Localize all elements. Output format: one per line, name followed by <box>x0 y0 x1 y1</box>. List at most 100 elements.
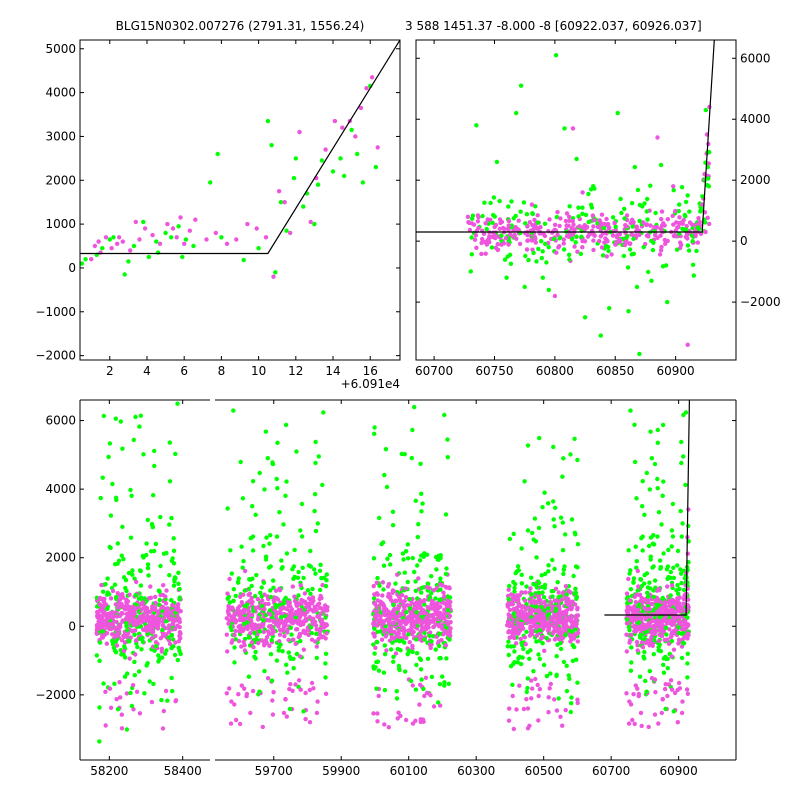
green-point <box>668 593 673 598</box>
green-point <box>412 404 417 410</box>
magenta-point <box>706 161 711 166</box>
green-point <box>301 575 306 581</box>
magenta-point <box>285 630 290 635</box>
magenta-point <box>393 614 398 619</box>
green-point <box>280 565 285 570</box>
green-point <box>490 220 495 226</box>
green-point <box>164 619 169 624</box>
magenta-point <box>626 576 631 582</box>
green-point <box>666 547 671 553</box>
green-point <box>510 682 515 687</box>
green-point <box>511 531 516 537</box>
magenta-point <box>661 606 666 612</box>
green-point <box>278 642 283 647</box>
green-point <box>446 681 451 686</box>
magenta-point <box>128 248 133 253</box>
x-tick-label: 60800 <box>536 364 574 378</box>
magenta-point <box>270 712 276 717</box>
y-tick-label: 4000 <box>45 86 76 100</box>
magenta-point <box>484 242 490 247</box>
green-point <box>542 221 548 226</box>
green-point <box>242 588 248 593</box>
magenta-point <box>522 635 528 640</box>
magenta-point <box>411 629 416 635</box>
green-point <box>564 688 570 694</box>
magenta-point <box>100 605 105 610</box>
magenta-point <box>266 601 271 607</box>
magenta-point <box>104 641 110 646</box>
green-point <box>258 629 263 634</box>
green-point <box>245 620 250 625</box>
green-point <box>158 514 163 520</box>
green-point <box>119 553 125 558</box>
green-point <box>247 577 252 582</box>
magenta-point <box>104 631 110 636</box>
green-point <box>419 590 424 595</box>
magenta-point <box>572 244 577 249</box>
green-point <box>554 214 560 220</box>
green-point <box>660 493 665 498</box>
green-point <box>103 582 108 587</box>
green-point <box>531 250 536 256</box>
magenta-point <box>566 214 572 219</box>
magenta-point <box>162 611 168 617</box>
green-point <box>132 659 137 665</box>
magenta-point <box>250 599 255 605</box>
green-point <box>414 662 419 668</box>
green-point <box>660 422 666 428</box>
magenta-point <box>322 603 328 608</box>
magenta-point <box>152 605 158 610</box>
green-point <box>274 658 280 663</box>
green-point <box>250 548 256 553</box>
magenta-point <box>156 622 161 627</box>
magenta-point <box>434 634 439 639</box>
magenta-point <box>177 619 182 625</box>
green-point <box>649 456 654 461</box>
magenta-point <box>124 602 129 607</box>
magenta-point <box>319 635 324 640</box>
green-point <box>100 246 105 251</box>
green-point <box>543 571 548 577</box>
magenta-point <box>479 251 484 257</box>
x-tick-label: 60850 <box>596 364 634 378</box>
green-point <box>676 231 682 236</box>
magenta-point <box>641 220 646 225</box>
green-point <box>558 646 564 652</box>
green-point <box>403 669 408 674</box>
green-point <box>308 548 313 554</box>
magenta-point <box>528 586 533 591</box>
magenta-point <box>555 611 560 617</box>
green-point <box>685 661 690 666</box>
magenta-point <box>127 656 132 661</box>
magenta-point <box>614 239 619 245</box>
green-point <box>434 567 439 572</box>
green-point <box>647 487 652 492</box>
green-point <box>313 528 319 534</box>
magenta-point <box>277 588 283 593</box>
magenta-point <box>144 608 150 613</box>
green-point <box>323 615 328 620</box>
magenta-point <box>307 687 312 693</box>
magenta-point <box>472 237 478 242</box>
magenta-point <box>286 637 291 643</box>
magenta-point <box>677 595 682 600</box>
green-point <box>106 454 111 460</box>
magenta-point <box>250 612 255 618</box>
magenta-point <box>395 634 400 639</box>
green-point <box>176 581 181 586</box>
green-point <box>545 501 551 506</box>
magenta-point <box>575 639 580 644</box>
green-point <box>407 606 413 611</box>
magenta-point <box>332 118 338 124</box>
green-point <box>137 424 142 429</box>
green-point <box>231 408 236 413</box>
green-point <box>655 486 660 491</box>
magenta-point <box>535 213 540 218</box>
green-point <box>413 687 419 692</box>
green-point <box>429 639 434 644</box>
green-point <box>671 565 676 570</box>
magenta-point <box>234 237 239 242</box>
green-point <box>650 565 655 570</box>
magenta-point <box>417 632 423 638</box>
green-point <box>647 586 653 591</box>
